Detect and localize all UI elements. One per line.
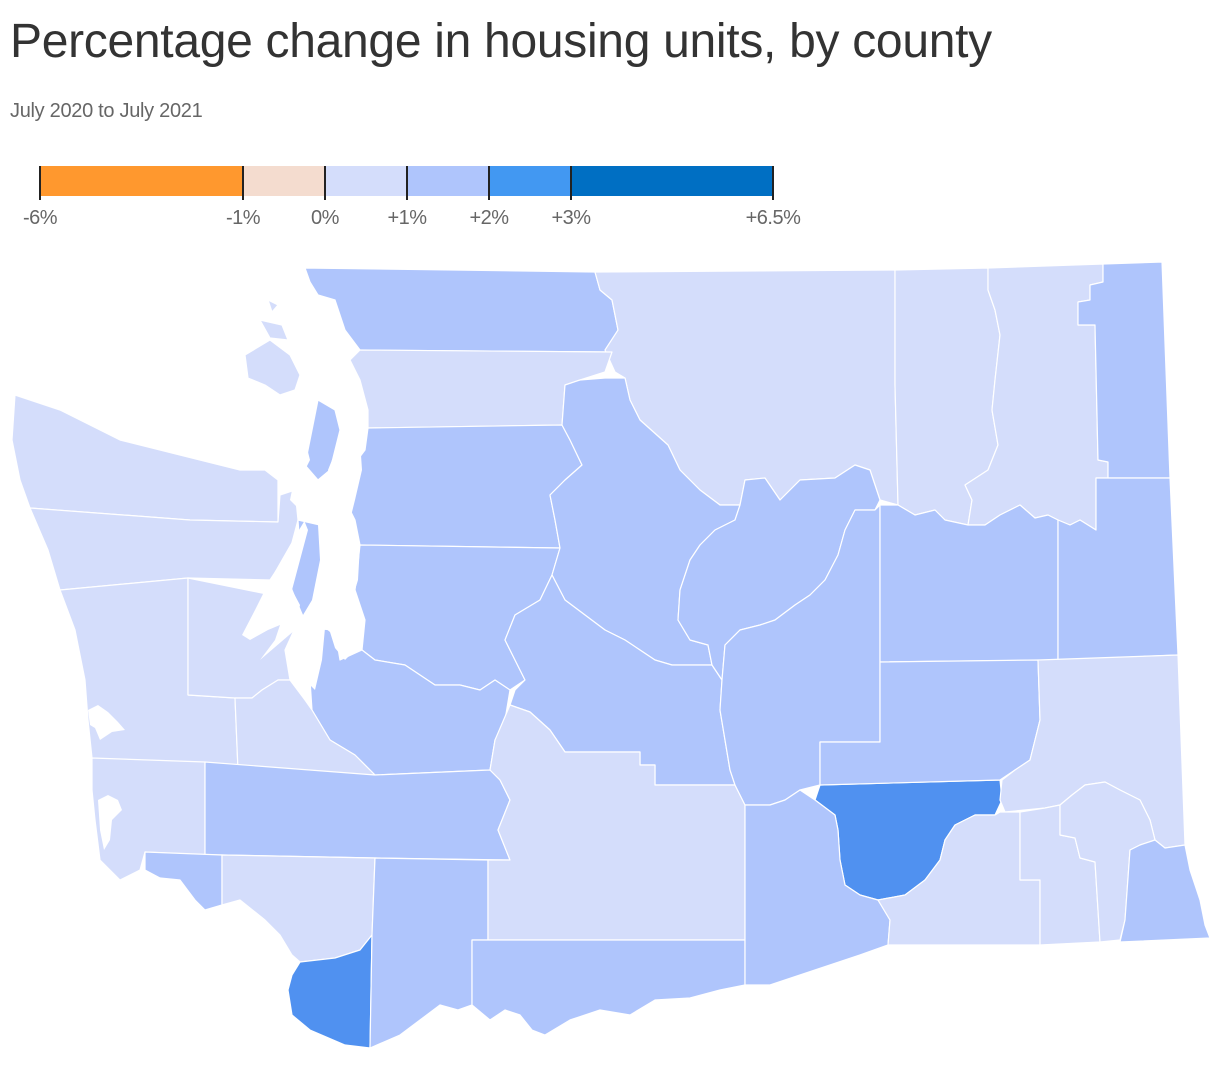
legend-bin-neg6-neg1: [40, 166, 243, 196]
county-lewis[interactable]: [204, 761, 511, 861]
county-whatcom[interactable]: [304, 267, 619, 353]
chart-subtitle: July 2020 to July 2021: [10, 100, 203, 122]
county-snohomish[interactable]: [344, 424, 583, 549]
legend-tick-label: -6%: [22, 207, 58, 229]
legend-bin-1-2: [407, 166, 489, 196]
legend-bin-3-6.5: [571, 166, 773, 196]
willapa-bay-water: [98, 795, 122, 850]
county-jefferson[interactable]: [29, 489, 299, 591]
chart-title: Percentage change in housing units, by c…: [10, 15, 992, 68]
county-franklin-west[interactable]: [744, 789, 891, 986]
legend-tick-label: +3%: [551, 207, 591, 229]
county-skamania[interactable]: [369, 857, 489, 1049]
legend-tick-label: -1%: [225, 207, 261, 229]
legend-bin-neg1-0: [243, 166, 325, 196]
county-lincoln[interactable]: [879, 504, 1059, 663]
county-clark[interactable]: [287, 934, 373, 1049]
legend-tick-label: +6.5%: [745, 207, 801, 229]
legend-tick-label: +2%: [469, 207, 509, 229]
legend-tick-marks: [39, 166, 774, 200]
legend-bin-2-3: [489, 166, 571, 196]
county-asotin[interactable]: [1119, 839, 1211, 943]
color-legend: -6% -1% 0% +1% +2% +3% +6.5%: [0, 150, 830, 240]
legend-tick-label: +1%: [387, 207, 427, 229]
grays-harbor-water: [88, 705, 125, 740]
map-svg: [11, 261, 1211, 1049]
washington-county-map: [0, 255, 1220, 1060]
legend-tick-label: 0%: [311, 207, 339, 229]
county-clallam[interactable]: [11, 394, 279, 523]
county-san-juan[interactable]: [244, 299, 301, 396]
legend-scale-bar: [39, 166, 774, 200]
puget-sound-water: [242, 360, 362, 690]
legend-bin-0-1: [325, 166, 407, 196]
county-cowlitz[interactable]: [221, 854, 376, 963]
county-klickitat[interactable]: [471, 939, 746, 1036]
county-wahkiakum[interactable]: [144, 851, 223, 911]
